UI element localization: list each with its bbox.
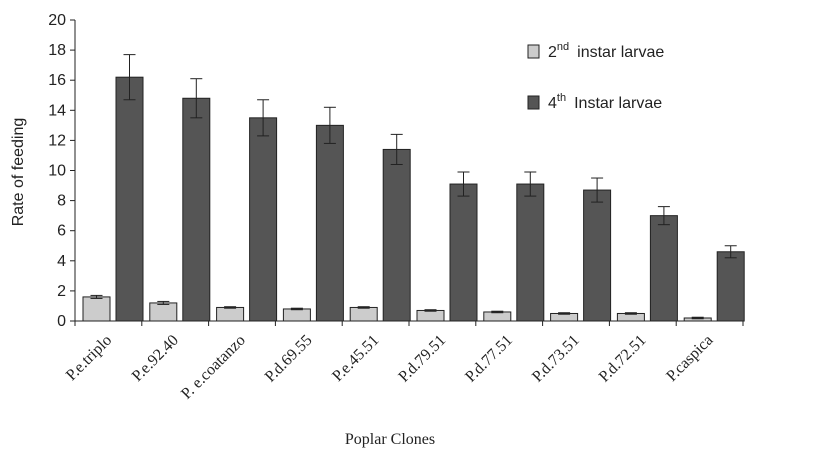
- bar-second-instar: [216, 306, 245, 322]
- y-tick-labels: 0 2 4 6 8 10 12 14 16 18 20: [48, 12, 66, 330]
- error-bars: [90, 54, 737, 320]
- y-axis-label: Rate of feeding: [10, 118, 27, 227]
- x-tick-label: P.d.79.51: [395, 332, 449, 386]
- x-tick-label: P.e.45.51: [329, 332, 382, 385]
- bar-fourth-instar: [583, 189, 612, 322]
- y-tick-label: 0: [57, 313, 66, 330]
- bar-second-instar: [416, 309, 445, 322]
- bar-fourth-instar: [649, 215, 678, 322]
- bar-second-instar: [282, 308, 311, 322]
- bar-fourth-instar: [249, 117, 278, 322]
- y-tick-label: 18: [48, 42, 66, 59]
- legend-swatch: [527, 44, 540, 59]
- y-tick-label: 8: [57, 193, 66, 210]
- bar-fourth-instar: [516, 183, 545, 322]
- bar-second-instar: [349, 306, 378, 322]
- legend-label: 2nd instar larvae: [548, 41, 664, 61]
- bar-second-instar: [149, 302, 178, 322]
- x-tick-label: P.caspica: [663, 332, 716, 385]
- bar-fourth-instar: [115, 76, 144, 322]
- bar-fourth-instar: [315, 124, 344, 322]
- legend-label: 4th Instar larvae: [548, 92, 662, 112]
- legend-swatch: [527, 95, 540, 110]
- x-tick-label: P.d.69.55: [262, 332, 316, 386]
- bar-fourth-instar: [716, 251, 745, 322]
- legend: 2nd instar larvae 4th Instar larvae: [527, 41, 664, 112]
- bar-second-instar: [483, 311, 512, 322]
- y-tick-label: 12: [48, 132, 66, 149]
- x-tick-label: P.e.triplo: [63, 332, 115, 384]
- y-tick-label: 2: [57, 283, 66, 300]
- x-axis-label: Poplar Clones: [345, 431, 435, 448]
- y-tick-label: 6: [57, 223, 66, 240]
- bars: [82, 76, 745, 322]
- bar-fourth-instar: [449, 183, 478, 322]
- y-tick-label: 10: [48, 163, 66, 180]
- x-tick-label: P.d.72.51: [596, 332, 650, 386]
- bar-fourth-instar: [382, 148, 411, 322]
- y-tick-label: 4: [57, 253, 66, 270]
- x-tick-labels: P.e.triplo P.e.92.40P. e.coatanzo P.d.69.5…: [63, 332, 716, 403]
- x-tick-label: P.e.92.40: [129, 332, 182, 385]
- y-tick-label: 20: [48, 12, 66, 29]
- x-tick-label: P.d.73.51: [529, 332, 583, 386]
- x-tick-label: P.d.77.51: [462, 332, 516, 386]
- y-tick-label: 16: [48, 72, 66, 89]
- x-tick-label: P. e.coatanzo: [178, 332, 249, 403]
- bar-fourth-instar: [182, 97, 211, 322]
- y-tick-label: 14: [48, 102, 66, 119]
- bar-second-instar: [82, 296, 111, 322]
